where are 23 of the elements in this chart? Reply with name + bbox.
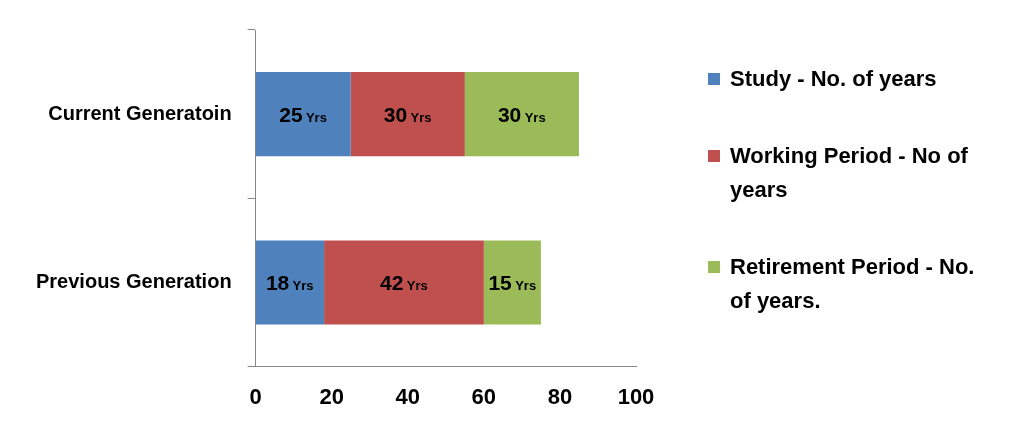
bar [255, 72, 351, 157]
y-tick-label: Previous Generation [35, 269, 232, 292]
legend-label: Working Period - No of years [730, 142, 969, 204]
data-label: 25 Yrs [279, 103, 327, 127]
x-tick-label: 20 [319, 383, 344, 409]
data-label: 30 Yrs [497, 103, 546, 127]
x-tick-label: 100 [617, 383, 655, 409]
data-label: 15 Yrs [488, 271, 537, 295]
legend-label: Retirement Period - No. of years. [730, 253, 976, 316]
y-tick-label: Current Generatoin [48, 101, 232, 124]
legend-label: Study - No. of years [730, 64, 937, 93]
bar [255, 240, 325, 325]
bar [483, 240, 541, 325]
bar [324, 240, 484, 325]
bar [350, 72, 465, 157]
bar [464, 72, 579, 157]
x-tick-label: 40 [395, 383, 421, 409]
x-tick-label: 0 [249, 383, 262, 409]
data-label: 42 Yrs [380, 271, 428, 295]
x-tick-label: 80 [547, 383, 573, 409]
x-tick-label: 60 [471, 383, 497, 409]
data-label: 30 Yrs [383, 103, 432, 127]
data-label: 18 Yrs [265, 271, 314, 295]
